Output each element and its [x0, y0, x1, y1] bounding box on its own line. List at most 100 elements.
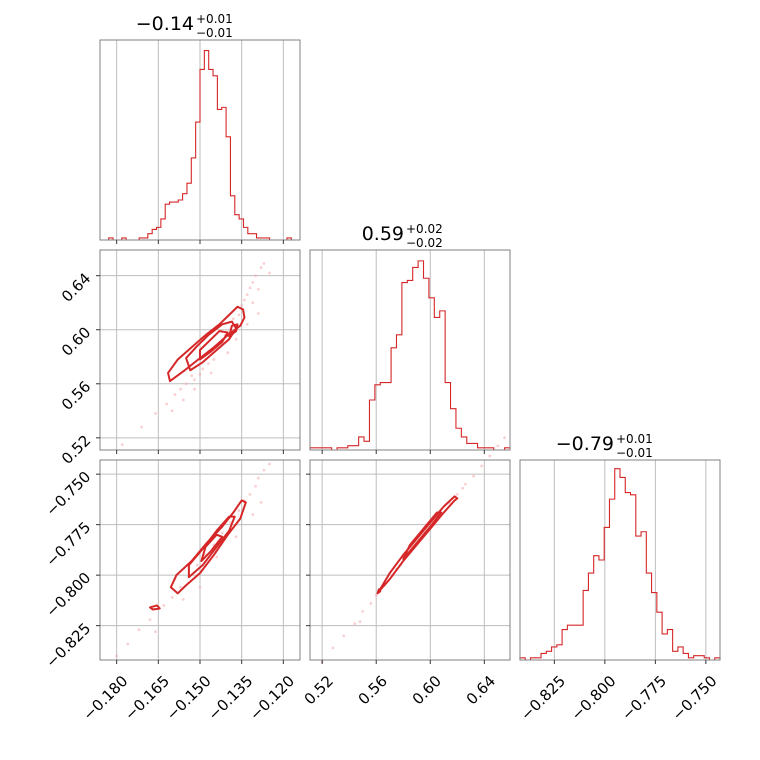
sample-point: [331, 646, 335, 650]
sample-point: [268, 271, 271, 275]
density-contour: [187, 515, 236, 579]
density-panel-2: [309, 436, 511, 664]
sample-point: [237, 313, 241, 317]
sample-point: [254, 484, 257, 488]
sample-point: [234, 337, 238, 341]
sample-point: [256, 312, 260, 315]
x-tick-label: −0.775: [618, 672, 670, 724]
sample-point: [115, 654, 119, 658]
sample-point: [209, 371, 213, 375]
sample-point: [193, 378, 196, 382]
sample-point: [496, 444, 500, 448]
y-tick-label: 0.60: [58, 323, 94, 359]
sample-point: [256, 287, 260, 291]
density-panel-0: [99, 249, 301, 451]
sample-point: [120, 443, 124, 446]
sample-point: [148, 618, 152, 621]
x-tick-label: 0.64: [463, 672, 499, 708]
density-contour: [377, 495, 459, 593]
y-tick-label: −0.825: [42, 619, 94, 671]
sample-point: [126, 642, 130, 646]
sample-point: [195, 563, 199, 567]
x-tick-label: 0.60: [409, 672, 445, 708]
density-panel-1: [99, 459, 301, 661]
y-tick-label: 0.52: [58, 431, 94, 467]
panel-title-lower-error: −0.01: [196, 26, 233, 40]
sample-point: [140, 425, 144, 429]
panel-frame: [309, 249, 511, 451]
hist-panel-2: −0.79 +0.01−0.01: [519, 432, 721, 661]
sample-point: [262, 468, 266, 472]
sample-point: [179, 585, 182, 589]
sample-point: [179, 387, 182, 391]
sample-point: [184, 382, 188, 386]
y-tick-label: −0.750: [42, 468, 94, 520]
hist-panel-0: −0.14 +0.01−0.01: [99, 12, 301, 241]
sample-point: [154, 630, 157, 634]
sample-point: [472, 474, 475, 478]
density-contour: [228, 323, 239, 338]
y-tick-label: 0.56: [58, 377, 94, 413]
sample-point: [480, 464, 484, 468]
panel-title-upper-error: +0.01: [196, 12, 233, 26]
sample-point: [226, 351, 230, 355]
sample-point: [248, 492, 252, 496]
sample-point: [503, 436, 506, 440]
sample-point: [361, 610, 365, 613]
x-tick-label: 0.52: [301, 672, 337, 708]
histogram-series-2: [519, 468, 721, 661]
sample-point: [206, 362, 210, 365]
sample-point: [248, 286, 252, 290]
sample-point: [243, 298, 246, 302]
sample-point: [256, 476, 260, 480]
x-tick-label: −0.800: [568, 672, 620, 724]
sample-point: [215, 555, 219, 559]
hist-panel-1: 0.59 +0.02−0.02: [309, 222, 511, 451]
sample-point: [353, 622, 356, 626]
density-contour: [149, 604, 161, 611]
sample-point: [369, 602, 373, 605]
sample-point: [342, 634, 346, 638]
density-contour: [402, 511, 443, 560]
panel-title-lower-error: −0.01: [616, 446, 653, 460]
sample-point: [245, 293, 249, 296]
panel-title-upper-error: +0.02: [406, 222, 443, 236]
y-tick-label: −0.800: [42, 569, 94, 621]
sample-point: [259, 501, 263, 504]
panel-title-median: −0.14: [136, 13, 194, 35]
sample-point: [231, 317, 235, 321]
sample-point: [251, 281, 255, 284]
sample-point: [198, 585, 202, 589]
y-tick-label: 0.64: [58, 269, 94, 305]
sample-point: [137, 628, 141, 632]
sample-point: [170, 409, 174, 413]
sample-point: [181, 597, 185, 601]
sample-point: [488, 454, 492, 458]
sample-point: [237, 509, 241, 512]
density-contour: [169, 499, 247, 595]
panel-title-median: −0.79: [556, 433, 614, 455]
sample-point: [181, 398, 185, 402]
x-tick-label: −0.150: [163, 672, 215, 724]
histogram-series-1: [309, 260, 511, 451]
sample-point: [162, 604, 166, 607]
x-tick-label: −0.180: [79, 672, 131, 724]
y-tick-label: −0.775: [42, 518, 94, 570]
sample-point: [201, 367, 205, 371]
panel-title-lower-error: −0.02: [406, 236, 443, 250]
panel-title-median: 0.59: [362, 223, 404, 245]
sample-point: [212, 358, 216, 361]
sample-point: [165, 402, 169, 406]
panel-frame: [519, 459, 721, 661]
sample-point: [173, 393, 177, 396]
density-contour: [200, 533, 224, 563]
sample-point: [251, 301, 255, 305]
sample-point: [254, 274, 257, 278]
density-contour: [199, 330, 229, 361]
density-contour: [376, 588, 382, 595]
sample-point: [464, 482, 467, 486]
density-contour: [167, 305, 246, 383]
sample-point: [198, 372, 202, 376]
